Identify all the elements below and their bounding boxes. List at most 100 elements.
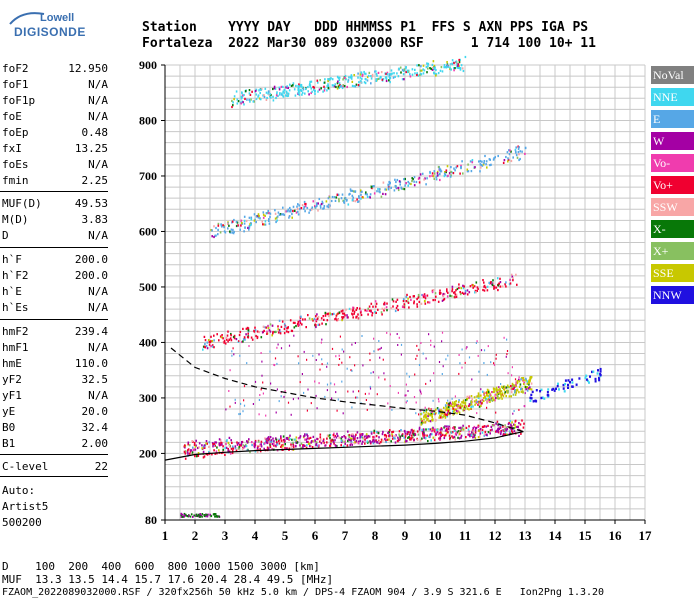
echo-point [276,216,278,219]
echo-point [523,382,525,386]
echo-point [369,440,371,443]
echo-point [360,436,363,439]
echo-point [275,437,277,440]
echo-point [346,367,348,370]
echo-point [357,72,359,75]
echo-point [453,404,456,408]
logo-lowell-text: Lowell [40,12,75,24]
echo-point [248,228,250,231]
echo-point [238,446,241,449]
echo-point [230,332,232,336]
echo-point [349,356,351,359]
echo-point [388,79,390,82]
echo-point [355,439,358,443]
echo-point [484,154,486,158]
echo-point [416,438,419,441]
echo-point [453,167,455,170]
echo-point [478,403,480,406]
echo-point [503,388,506,391]
echo-point [472,286,474,289]
echo-point [340,85,342,88]
echo-point [251,90,253,93]
echo-point [236,221,239,224]
echo-point [432,175,435,178]
echo-point [455,60,458,63]
echo-point [315,441,318,444]
echo-point [514,426,517,429]
echo-point [476,400,478,403]
echo-point [470,434,473,437]
echo-point [499,426,502,429]
echo-point [497,428,499,431]
echo-point [382,78,385,81]
echo-point [489,429,492,432]
echo-point [467,428,470,431]
echo-point [272,437,274,440]
echo-point [377,432,380,435]
echo-point [264,326,267,329]
echo-point [232,104,234,107]
echo-point [441,331,444,334]
echo-point [415,180,418,184]
echo-point [422,64,425,67]
echo-point [594,377,597,381]
echo-point [271,324,274,327]
echo-point [326,434,329,437]
echo-point [503,336,505,339]
footer-file-info: FZAOM_2022089032000.RSF / 320fx256h 50 k… [2,587,605,598]
echo-point [455,400,457,403]
echo-point [295,84,297,87]
echo-point [470,400,473,403]
echo-point [383,309,385,312]
echo-point [322,438,325,441]
echo-point [528,383,530,386]
echo-point [357,313,359,316]
echo-point [248,345,250,347]
echo-point [468,396,471,399]
echo-point [227,447,229,451]
echo-point [521,419,523,422]
echo-point [208,340,211,344]
echo-point [488,281,490,284]
echo-point [389,333,391,336]
echo-point [341,312,344,315]
echo-point [486,285,489,288]
echo-point [483,281,485,284]
echo-point [429,433,432,436]
echo-point [287,92,290,95]
echo-point [234,447,237,450]
echo-point [464,361,466,364]
echo-point [526,386,528,389]
echo-point [377,187,379,191]
echo-point [304,203,306,206]
echo-point [448,425,451,428]
echo-point [229,230,231,233]
echo-point [342,78,344,81]
echo-point [507,372,509,375]
auto-label: Auto: [2,484,36,497]
echo-point [293,209,296,212]
echo-point [371,75,374,78]
echo-point [510,425,513,428]
echo-point [259,98,262,101]
echo-point [361,77,363,80]
echo-point [439,168,442,171]
echo-point [461,404,464,407]
echo-point [394,184,397,188]
echo-point [483,162,485,165]
echo-point [203,446,206,449]
echo-point [419,73,421,77]
echo-point [394,437,396,440]
echo-point [355,433,357,436]
param-row: D N/A [2,228,108,244]
echo-point [377,348,379,351]
echo-point [412,430,415,433]
echo-point [233,334,236,337]
echo-point [480,428,483,431]
echo-point [500,390,503,393]
echo-point [481,431,484,434]
echo-point [298,85,301,88]
echo-point [439,428,442,431]
echo-point [284,89,286,92]
echo-point [366,76,369,79]
